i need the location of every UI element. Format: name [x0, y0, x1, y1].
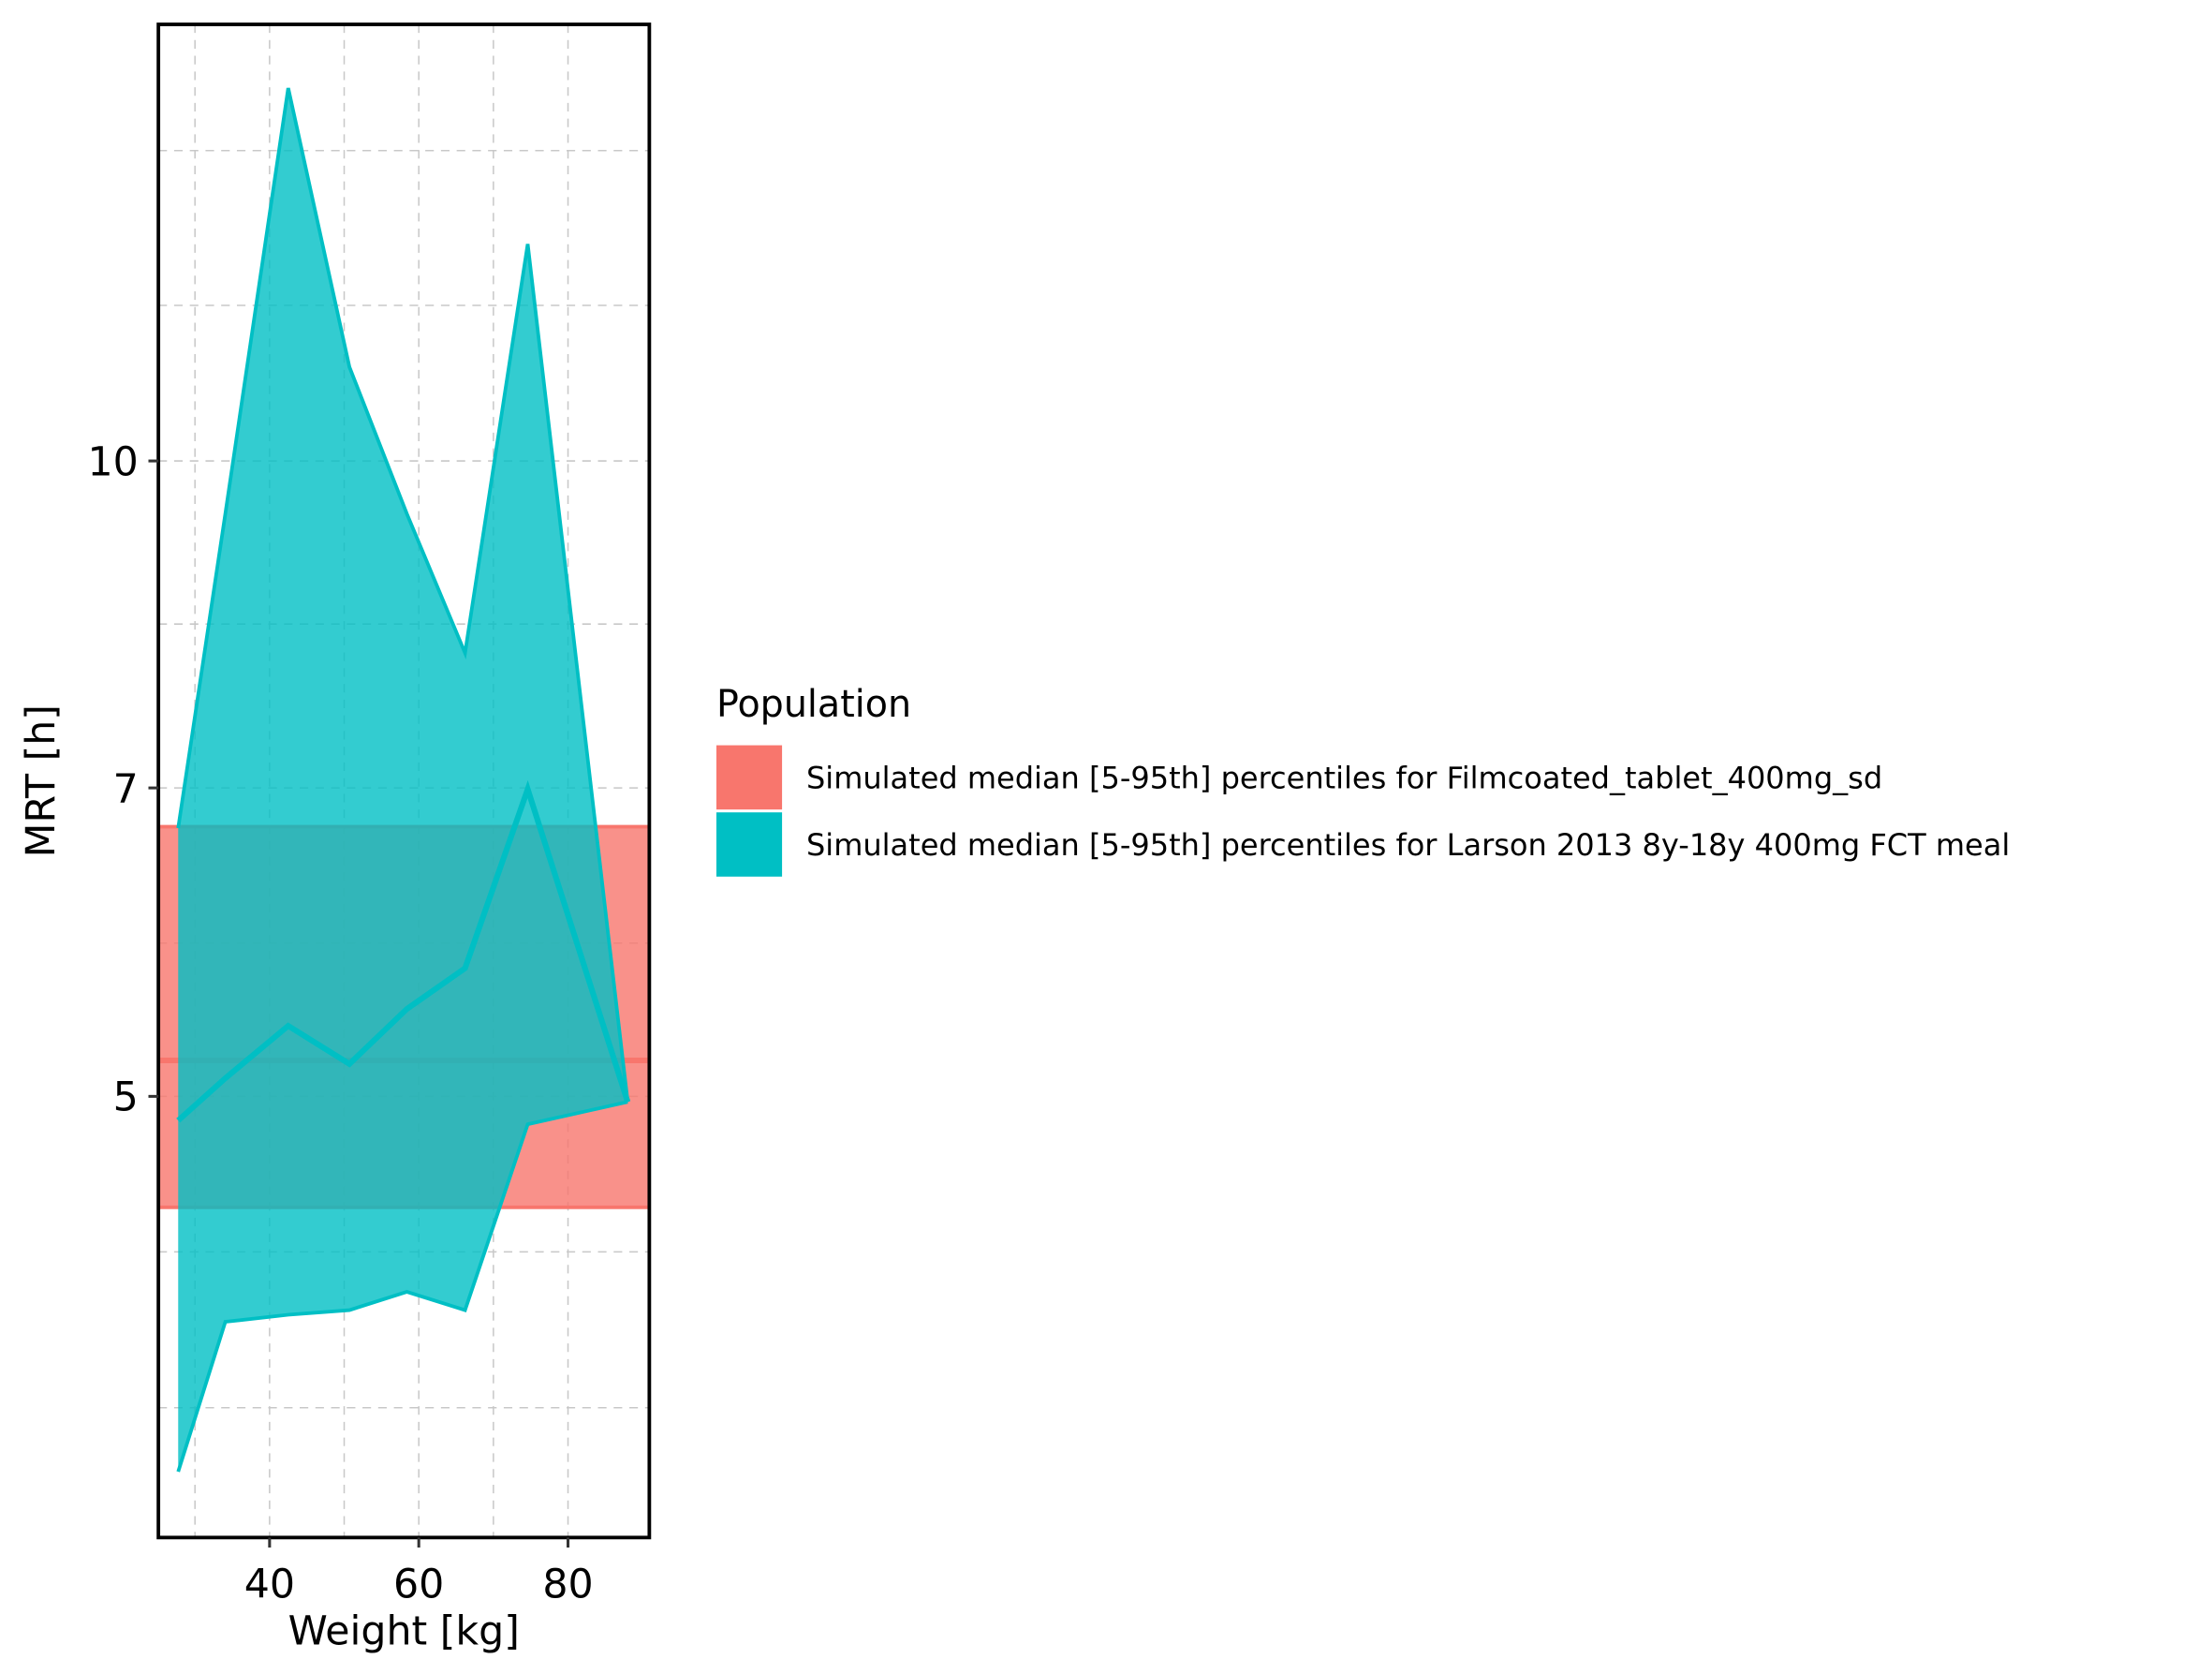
- legend-label: Simulated median [5-95th] percentiles fo…: [806, 760, 1882, 795]
- x-tick-label: 80: [542, 1561, 593, 1607]
- y-tick-label: 7: [113, 765, 139, 812]
- legend-title: Population: [716, 683, 911, 726]
- plot-border: [156, 22, 652, 1540]
- ribbon-edge: [176, 1100, 628, 1473]
- x-tick-label: 60: [393, 1561, 444, 1607]
- ribbon-area: [178, 87, 628, 1473]
- x-axis-title: Weight [kg]: [288, 1608, 520, 1655]
- legend-label: Simulated median [5-95th] percentiles fo…: [806, 827, 2010, 863]
- y-tick-label: 10: [88, 438, 139, 485]
- x-tick-label: 40: [244, 1561, 295, 1607]
- plot-area: [158, 87, 650, 1473]
- legend-key: [715, 812, 783, 877]
- median-line: [176, 779, 631, 1123]
- legend-key: [715, 745, 783, 810]
- y-axis-title: MRT [h]: [18, 704, 65, 857]
- y-tick-label: 5: [113, 1074, 139, 1121]
- ribbon-edge: [176, 87, 630, 1103]
